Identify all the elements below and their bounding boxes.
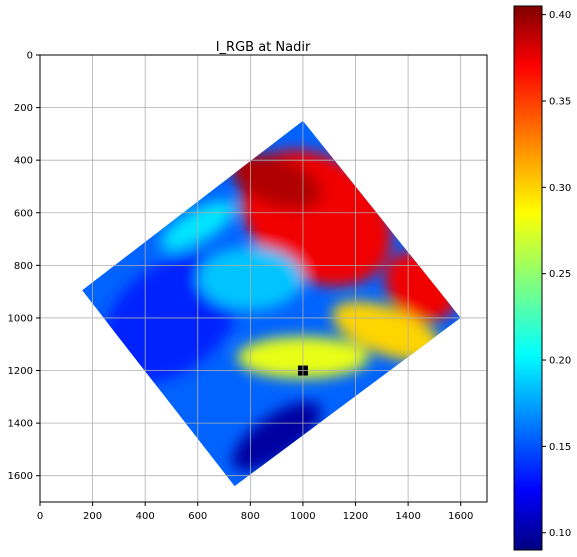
colorbar-tick-label: 0.15 xyxy=(549,442,571,453)
colorbar-tick-label: 0.35 xyxy=(549,96,571,107)
y-axis: 0 200 400 600 800 1000 1200 1400 1600 xyxy=(8,51,40,482)
y-tick-label: 600 xyxy=(14,208,33,219)
heatmap-region xyxy=(332,301,443,361)
y-tick-label: 1400 xyxy=(8,419,33,430)
colorbar-tick-label: 0.10 xyxy=(549,528,571,539)
y-tick-label: 0 xyxy=(27,51,33,62)
y-tick-label: 200 xyxy=(14,103,33,114)
colorbar xyxy=(513,5,543,551)
colorbar-tick-label: 0.25 xyxy=(549,269,571,280)
plot-area xyxy=(82,120,461,487)
x-tick-label: 1600 xyxy=(448,511,473,522)
heatmap-image xyxy=(82,120,461,487)
heatmap-region xyxy=(231,401,322,472)
plot-frame xyxy=(39,54,488,503)
heatmap-region xyxy=(231,153,322,209)
x-tick-label: 1200 xyxy=(343,511,368,522)
y-tick-label: 1200 xyxy=(8,366,33,377)
y-tick-label: 1600 xyxy=(8,471,33,482)
colorbar-tick-label: 0.20 xyxy=(549,356,571,367)
x-tick-label: 800 xyxy=(241,511,260,522)
chart-title: I_RGB at Nadir xyxy=(216,40,311,55)
colorbar-tick-label: 0.30 xyxy=(549,183,571,194)
y-tick-label: 1000 xyxy=(8,313,33,324)
y-tick-label: 400 xyxy=(14,156,33,167)
x-tick-label: 0 xyxy=(37,511,43,522)
x-tick-label: 1400 xyxy=(395,511,420,522)
grid-lines xyxy=(39,54,487,502)
colorbar-tick-label: 0.40 xyxy=(549,10,571,21)
x-axis: 0 200 400 600 800 1000 1200 1400 1600 xyxy=(37,502,473,522)
x-tick-label: 200 xyxy=(83,511,102,522)
x-tick-label: 400 xyxy=(136,511,155,522)
y-tick-label: 800 xyxy=(14,261,33,272)
x-tick-label: 1000 xyxy=(290,511,315,522)
colorbar-axis: 0.10 0.15 0.20 0.25 0.30 0.35 0.40 xyxy=(542,10,571,539)
x-tick-label: 600 xyxy=(188,511,207,522)
